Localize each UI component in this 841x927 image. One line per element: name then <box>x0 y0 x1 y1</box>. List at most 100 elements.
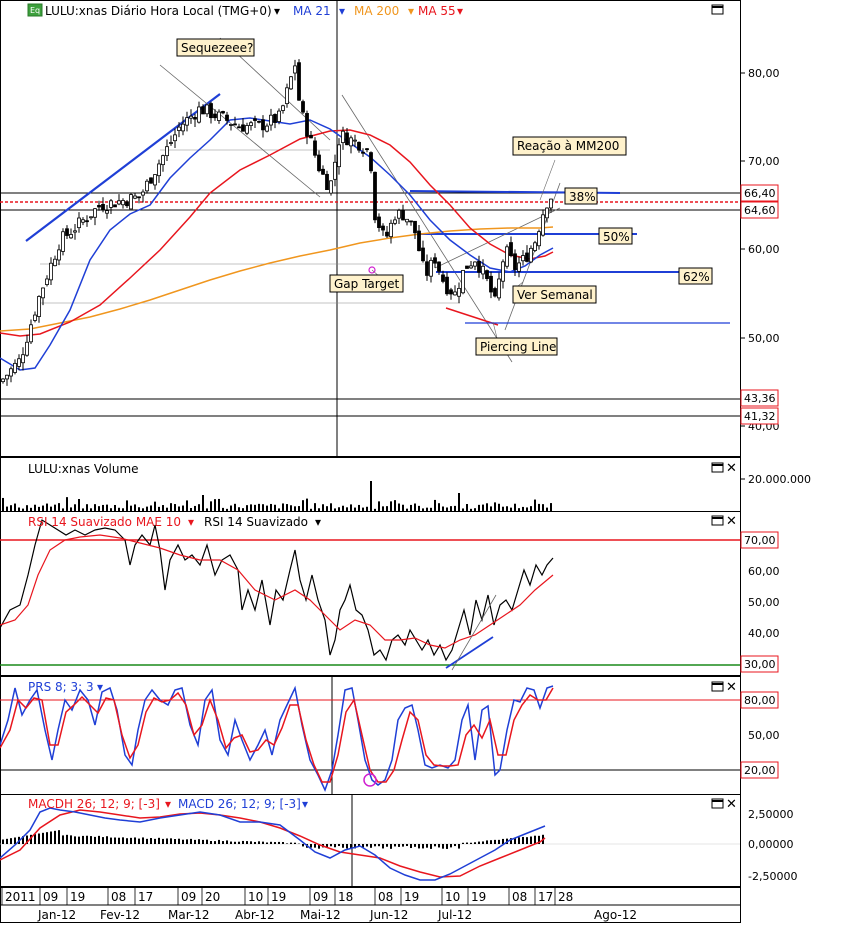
candle <box>154 174 157 189</box>
macd-bar <box>146 839 148 844</box>
macd-bar <box>314 844 316 848</box>
volume-title: LULU:xnas Volume <box>28 462 139 476</box>
candle <box>530 245 533 263</box>
macd-bar <box>458 844 460 849</box>
candle <box>78 212 81 233</box>
rsi-title-red[interactable]: RSI 14 Suavizado MAE 10 <box>28 515 181 529</box>
macd-bar <box>94 837 96 844</box>
maximize-volume-button[interactable] <box>712 463 723 472</box>
volume-bar <box>102 505 104 511</box>
macd-bar <box>186 839 188 844</box>
ma200-label[interactable]: MA 200 <box>354 4 399 18</box>
macd-bar <box>226 840 228 844</box>
ma55-label[interactable]: MA 55 <box>418 4 456 18</box>
candle <box>50 257 53 285</box>
annotation-reacao-text: Reação à MM200 <box>517 139 619 153</box>
macd-bar <box>450 844 452 847</box>
rsi-tick: 40,00 <box>748 627 780 640</box>
macd-title-red[interactable]: MACDH 26; 12; 9; [-3] <box>28 797 160 811</box>
volume-bar <box>178 506 180 511</box>
maximize-macd-button[interactable] <box>712 799 723 808</box>
volume-bar <box>306 499 308 511</box>
prs-tick: 80,00 <box>744 694 776 707</box>
volume-bar <box>74 504 76 511</box>
macd-bar <box>242 841 244 844</box>
candle <box>410 221 413 226</box>
macd-bar <box>222 841 224 844</box>
volume-bar <box>226 509 228 511</box>
macd-bar <box>446 844 448 849</box>
volume-bar <box>442 506 444 511</box>
macd-bar <box>182 840 184 844</box>
volume-bar <box>214 499 216 511</box>
macd-bar <box>130 838 132 844</box>
candle <box>526 245 529 262</box>
macd-bar <box>70 835 72 844</box>
macd-bar <box>150 838 152 844</box>
time-tick-day: 28 <box>558 890 573 904</box>
macd-bar <box>478 842 480 844</box>
volume-bar <box>166 508 168 511</box>
macd-title-blue[interactable]: MACD 26; 12; 9; [-3] <box>178 797 301 811</box>
macd-bar <box>502 839 504 844</box>
macd-bar <box>238 842 240 844</box>
prs-title[interactable]: PRS 8; 3; 3 <box>28 680 94 694</box>
volume-bar <box>474 508 476 511</box>
candle <box>310 131 313 138</box>
rsi-trend-line <box>446 637 493 668</box>
macd-bar <box>410 844 412 848</box>
prs-tick: 50,00 <box>748 729 780 742</box>
candle <box>58 244 61 265</box>
candle <box>122 198 125 208</box>
candle <box>146 179 149 194</box>
close-macd-icon[interactable]: ✕ <box>726 797 737 812</box>
volume-bar <box>62 508 64 511</box>
volume-bar <box>498 504 500 511</box>
close-prs-icon[interactable]: ✕ <box>726 680 737 695</box>
candle <box>266 124 269 133</box>
macd-bar <box>174 839 176 844</box>
candle <box>462 270 465 294</box>
svg-text:▾: ▾ <box>457 4 463 18</box>
volume-bar <box>538 504 540 511</box>
macd-bar <box>218 840 220 844</box>
macd-bar <box>394 844 396 846</box>
macd-bar <box>366 844 368 846</box>
volume-bar <box>406 509 408 511</box>
annotation-squeeze-text: Sequezeee? <box>181 41 253 55</box>
symbol-label[interactable]: LULU:xnas Diário Hora Local (TMG+0) <box>45 4 272 18</box>
close-volume-icon[interactable]: ✕ <box>726 461 737 476</box>
volume-bar <box>486 503 488 511</box>
candle <box>430 257 433 282</box>
candle <box>278 108 281 124</box>
candle <box>38 295 41 322</box>
volume-bar <box>518 508 520 511</box>
maximize-prs-button[interactable] <box>712 682 723 691</box>
macd-bar <box>202 840 204 844</box>
volume-bar <box>170 503 172 511</box>
candle <box>358 141 361 152</box>
macd-bar <box>10 838 12 844</box>
candle <box>242 118 245 131</box>
macd-bar <box>258 841 260 844</box>
candle <box>34 312 37 323</box>
volume-bar <box>242 508 244 511</box>
ma21-label[interactable]: MA 21 <box>293 4 331 18</box>
volume-bar <box>494 502 496 511</box>
candle <box>46 275 49 286</box>
close-rsi-icon[interactable]: ✕ <box>726 514 737 529</box>
candle <box>254 116 257 128</box>
candle <box>54 256 57 267</box>
candle <box>74 224 77 240</box>
rsi-title-black[interactable]: RSI 14 Suavizado <box>204 515 308 529</box>
macd-bar <box>330 844 332 846</box>
rsi-tick: 50,00 <box>748 596 780 609</box>
maximize-rsi-button[interactable] <box>712 516 723 525</box>
maximize-price-button[interactable] <box>712 5 723 14</box>
volume-bar <box>334 508 336 511</box>
macd-bar <box>266 843 268 844</box>
time-tick-month: Jun-12 <box>369 908 408 922</box>
macd-bar <box>162 839 164 844</box>
price-box: 64,60 <box>744 204 776 217</box>
